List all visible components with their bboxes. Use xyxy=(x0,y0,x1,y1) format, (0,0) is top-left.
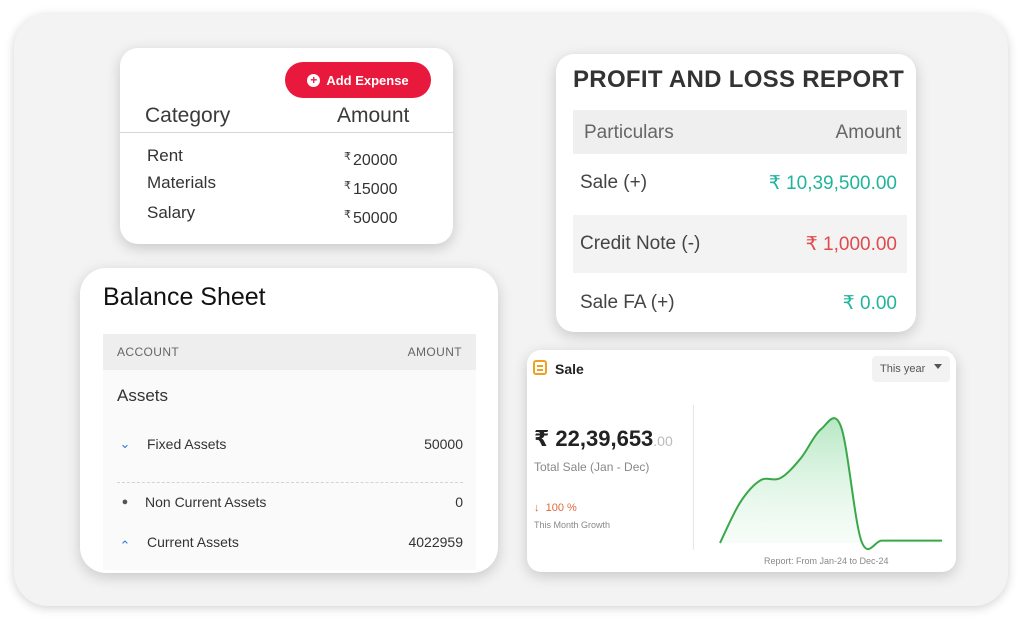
sale-chart xyxy=(719,417,942,550)
total-sale-label: Total Sale (Jan - Dec) xyxy=(534,460,650,474)
chart-area xyxy=(720,418,942,550)
account-name: Fixed Assets xyxy=(147,436,227,452)
growth-percent: 100 % xyxy=(545,502,577,514)
expense-amount-value: 50000 xyxy=(353,210,398,227)
table-row-non-current-assets: ● Non Current Assets 0 xyxy=(117,494,463,514)
add-expense-label: Add Expense xyxy=(326,72,409,88)
expense-amount: ₹15000 xyxy=(344,179,398,199)
expense-amount: ₹50000 xyxy=(344,208,398,228)
column-header-account: ACCOUNT xyxy=(117,345,180,359)
rupee-symbol: ₹ xyxy=(344,209,351,221)
divider xyxy=(120,132,453,133)
expense-category: Materials xyxy=(147,173,216,192)
report-title: PROFIT AND LOSS REPORT xyxy=(573,66,905,93)
expense-amount-value: 20000 xyxy=(353,152,398,169)
row-value: ₹ 0.00 xyxy=(842,293,897,314)
column-header-particulars: Particulars xyxy=(584,122,674,143)
caret-down-icon xyxy=(934,364,942,369)
total-sale-decimal: .00 xyxy=(653,433,673,449)
account-amount: 0 xyxy=(455,494,463,510)
account-name: Current Assets xyxy=(147,534,239,550)
table-row: Sale FA (+) ₹ 0.00 xyxy=(573,274,907,332)
chart-series-line xyxy=(719,417,942,550)
total-sale-amount: ₹ 22,39,653 xyxy=(534,426,654,451)
column-header-amount: Amount xyxy=(835,122,901,143)
balance-sheet-title: Balance Sheet xyxy=(103,283,266,311)
period-select-value: This year xyxy=(880,363,926,375)
profit-loss-card xyxy=(556,54,916,332)
table-row: Sale (+) ₹ 10,39,500.00 xyxy=(573,154,907,212)
account-name: Non Current Assets xyxy=(145,494,267,510)
table-header: Particulars Amount xyxy=(573,110,907,154)
growth-label: This Month Growth xyxy=(534,520,611,530)
expense-amount-value: 15000 xyxy=(353,181,398,198)
divider xyxy=(693,405,694,550)
column-header-amount: Amount xyxy=(337,104,410,127)
total-sale-value: ₹ 22,39,653.00 xyxy=(534,426,673,452)
expense-amount: ₹20000 xyxy=(344,150,398,170)
row-label: Sale (+) xyxy=(580,172,648,193)
row-label: Sale FA (+) xyxy=(580,292,675,313)
row-value: ₹ 10,39,500.00 xyxy=(768,173,897,194)
table-row-current-assets[interactable]: ⌃ Current Assets 4022959 xyxy=(117,534,463,554)
chevron-down-icon[interactable]: ⌄ xyxy=(119,436,131,451)
chevron-up-icon[interactable]: ⌃ xyxy=(119,538,131,553)
add-expense-button[interactable]: + Add Expense xyxy=(285,62,431,98)
table-row: Credit Note (-) ₹ 1,000.00 xyxy=(573,215,907,273)
clipboard-icon xyxy=(533,360,547,375)
account-amount: 4022959 xyxy=(408,534,463,550)
table-body xyxy=(103,370,476,570)
plus-icon: + xyxy=(307,73,321,87)
rupee-symbol: ₹ xyxy=(344,151,351,163)
report-range: Report: From Jan-24 to Dec-24 xyxy=(764,556,889,566)
period-select[interactable]: This year xyxy=(872,356,950,382)
sale-title: Sale xyxy=(555,361,584,377)
row-label: Credit Note (-) xyxy=(580,233,701,254)
column-header-category: Category xyxy=(145,104,231,127)
row-value: ₹ 1,000.00 xyxy=(805,234,897,255)
divider xyxy=(117,482,463,483)
column-header-amount: AMOUNT xyxy=(407,345,462,359)
expense-category: Salary xyxy=(147,203,196,222)
table-header: ACCOUNT AMOUNT xyxy=(103,334,476,370)
expense-category: Rent xyxy=(147,146,183,165)
arrow-down-icon: ↓ xyxy=(534,502,540,514)
account-amount: 50000 xyxy=(424,436,463,452)
section-title-assets: Assets xyxy=(117,386,169,405)
growth-value: ↓ 100 % xyxy=(534,502,577,514)
rupee-symbol: ₹ xyxy=(344,180,351,192)
bullet-icon: ● xyxy=(121,496,129,508)
table-row-fixed-assets[interactable]: ⌄ Fixed Assets 50000 xyxy=(117,436,463,456)
